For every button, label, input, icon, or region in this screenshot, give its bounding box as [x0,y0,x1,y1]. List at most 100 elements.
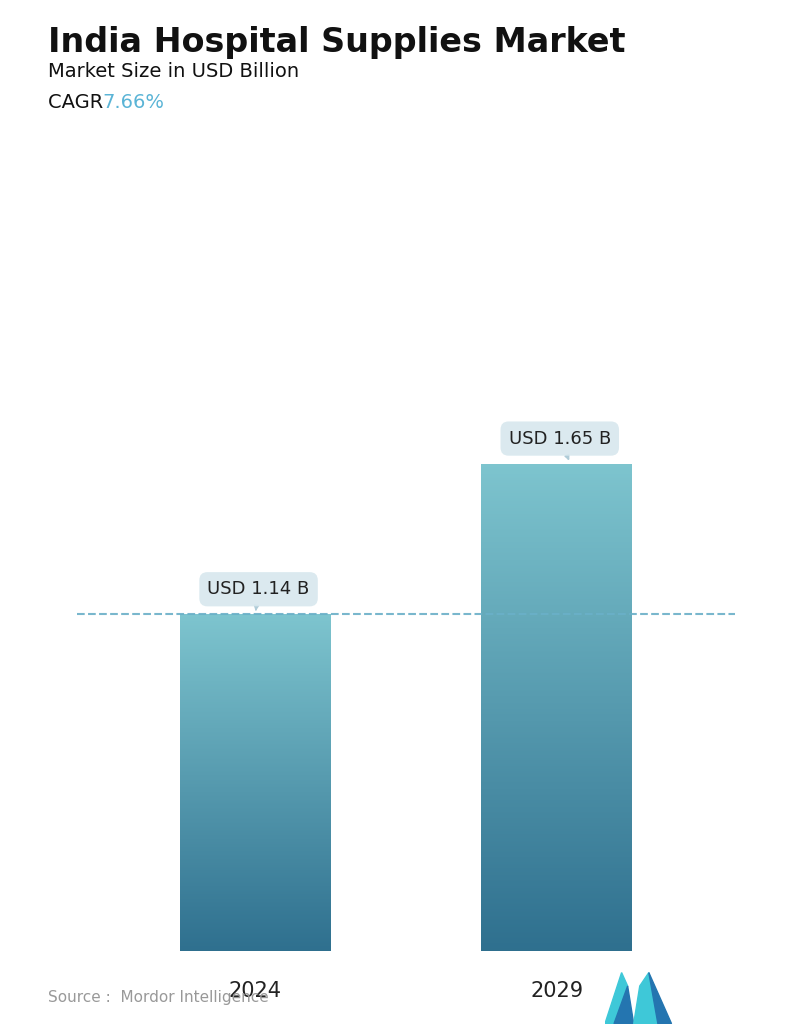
Bar [482,516,632,517]
Bar [180,615,330,616]
Bar [482,594,632,596]
Bar [180,875,330,876]
Bar [482,506,632,508]
Bar [180,820,330,821]
Text: 2029: 2029 [530,981,583,1001]
Bar [180,913,330,914]
Bar [482,517,632,519]
Bar [482,794,632,795]
Bar [180,713,330,714]
Bar [180,816,330,817]
Bar [482,883,632,885]
Bar [180,644,330,645]
Bar [180,720,330,721]
Bar [482,849,632,851]
Bar [180,937,330,938]
Bar [180,852,330,854]
Bar [482,915,632,917]
Bar [180,756,330,757]
Bar [482,872,632,874]
Bar [482,943,632,945]
Bar [180,877,330,878]
Bar [180,808,330,809]
Bar [180,883,330,884]
Bar [482,501,632,503]
Bar [180,627,330,628]
Bar [482,476,632,477]
Bar [180,939,330,940]
Bar [482,464,632,465]
Bar [482,482,632,483]
Bar [482,911,632,912]
Bar [180,667,330,668]
Bar [180,769,330,770]
Bar [180,620,330,621]
Bar [180,708,330,710]
Bar [482,714,632,716]
Bar [482,698,632,699]
Bar [180,882,330,883]
Bar [482,812,632,813]
Bar [482,605,632,607]
Bar [180,914,330,915]
Bar [482,688,632,690]
Bar [180,728,330,729]
Bar [482,505,632,506]
Bar [180,949,330,950]
Bar [482,892,632,894]
Bar [180,706,330,707]
Bar [180,760,330,762]
Bar [482,483,632,485]
Bar [482,862,632,863]
Bar [180,849,330,850]
Bar [180,628,330,629]
Bar [180,802,330,803]
Bar [482,627,632,628]
Bar [482,673,632,675]
Bar [482,596,632,597]
Text: Market Size in USD Billion: Market Size in USD Billion [48,62,298,81]
Bar [482,592,632,594]
Bar [482,633,632,635]
Bar [482,735,632,737]
Bar [482,908,632,909]
Bar [180,824,330,825]
Bar [180,697,330,698]
Bar [180,737,330,738]
Bar [180,923,330,924]
Bar [180,691,330,692]
Bar [482,522,632,524]
Bar [482,624,632,625]
Bar [180,847,330,848]
Bar [180,785,330,786]
Bar [482,940,632,942]
Bar [482,556,632,558]
Bar [482,755,632,756]
Bar [180,873,330,874]
Bar [482,727,632,729]
Bar [482,807,632,809]
Bar [482,821,632,823]
Bar [180,639,330,640]
Bar [482,503,632,505]
Bar [180,632,330,633]
Bar [482,925,632,926]
Bar [180,692,330,693]
Bar [482,823,632,824]
Bar [482,628,632,630]
Bar [180,869,330,870]
Bar [180,693,330,694]
Polygon shape [649,973,672,1024]
Bar [482,480,632,482]
Bar [180,698,330,699]
Bar [180,648,330,649]
Bar [180,777,330,778]
Bar [180,846,330,847]
Bar [482,787,632,789]
Bar [180,837,330,838]
Bar [180,624,330,625]
Bar [180,669,330,671]
Bar [180,778,330,779]
Bar [180,664,330,665]
Bar [482,854,632,855]
